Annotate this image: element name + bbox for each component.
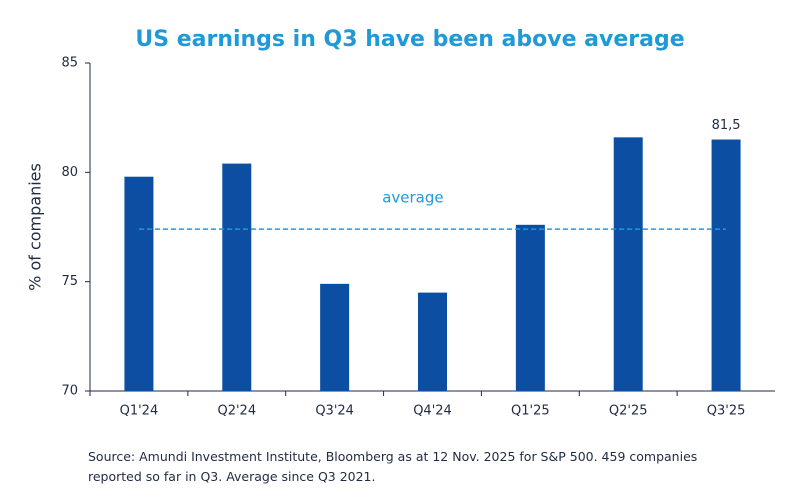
value-label: 81,5	[712, 118, 741, 133]
bar	[222, 163, 252, 391]
bar	[320, 283, 350, 391]
x-tick-label: Q3'25	[707, 404, 746, 419]
bar	[124, 176, 154, 391]
bar	[418, 292, 447, 391]
source-line: Source: Amundi Investment Institute, Blo…	[88, 449, 697, 464]
x-tick-label: Q4'24	[413, 404, 452, 419]
y-axis-label: % of companies	[26, 163, 45, 291]
x-tick-label: Q2'24	[217, 404, 256, 419]
average-label: average	[382, 189, 443, 207]
y-tick-label: 70	[61, 384, 78, 399]
x-tick-label: Q3'24	[315, 404, 354, 419]
chart-title: US earnings in Q3 have been above averag…	[135, 27, 684, 52]
source-line: reported so far in Q3. Average since Q3 …	[88, 469, 376, 484]
y-tick-label: 75	[61, 274, 78, 289]
y-tick-label: 85	[61, 56, 78, 71]
y-tick-label: 80	[61, 165, 78, 180]
bar	[515, 224, 545, 391]
bar	[613, 137, 643, 391]
bar	[711, 139, 741, 391]
x-tick-label: Q2'25	[609, 404, 648, 419]
x-tick-label: Q1'25	[511, 404, 550, 419]
x-tick-label: Q1'24	[120, 404, 159, 419]
